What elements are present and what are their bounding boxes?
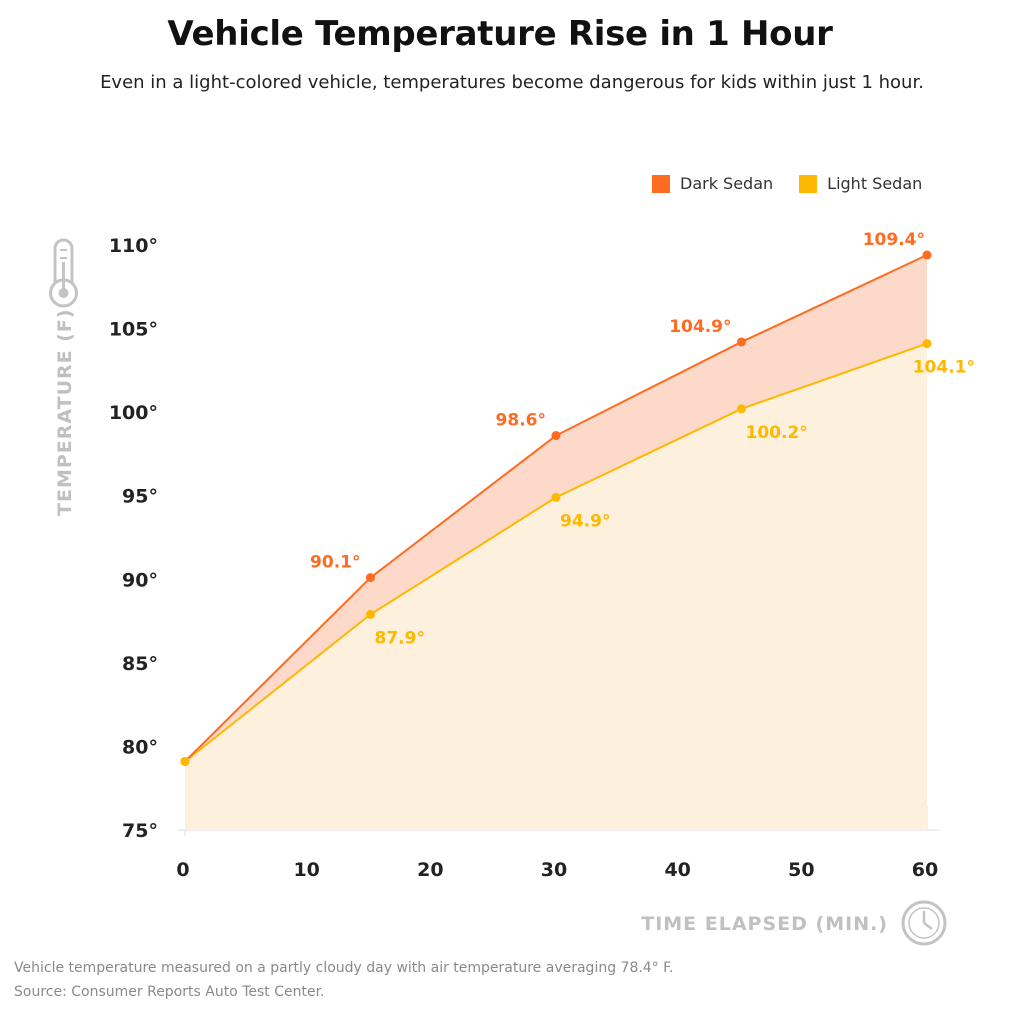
data-label-light-sedan: 87.9°	[375, 628, 425, 648]
thermometer-icon	[49, 238, 78, 308]
data-label-dark-sedan: 98.6°	[496, 411, 546, 431]
data-labels: 90.1° 98.6° 104.9° 109.4° 87.9° 94.9° 100.2° 10…	[310, 230, 975, 648]
footnote-source: Source: Consumer Reports Auto Test Cente…	[14, 984, 325, 1000]
y-ticks: 75° 80° 85° 90° 95° 100° 105° 110°	[109, 235, 158, 842]
y-tick-label: 100°	[109, 402, 158, 424]
legend-swatch-dark	[652, 174, 670, 193]
x-ticks: 0 10 20 30 40 50 60	[176, 859, 938, 881]
point-light-sedan	[922, 339, 932, 349]
point-light-sedan	[180, 756, 190, 766]
y-tick-label: 90°	[122, 569, 158, 591]
x-tick-label: 60	[912, 859, 938, 881]
legend-item-light-sedan: Light Sedan	[799, 174, 922, 193]
data-label-light-sedan: 94.9°	[560, 511, 610, 531]
data-label-dark-sedan: 104.9°	[669, 317, 731, 337]
y-tick-label: 85°	[122, 653, 158, 675]
y-axis-title: TEMPERATURE (F)	[54, 308, 76, 516]
point-dark-sedan	[922, 250, 932, 260]
area-dark-sedan	[185, 255, 927, 762]
data-label-light-sedan: 100.2°	[746, 423, 808, 443]
y-tick-label: 110°	[109, 235, 158, 257]
series-points	[180, 250, 932, 766]
clock-icon	[901, 900, 947, 946]
x-tick-label: 20	[417, 859, 443, 881]
x-tick-label: 40	[664, 859, 690, 881]
data-label-dark-sedan: 109.4°	[863, 230, 925, 250]
footnote-conditions: Vehicle temperature measured on a partly…	[14, 960, 674, 976]
point-light-sedan	[737, 404, 746, 414]
point-dark-sedan	[551, 431, 561, 441]
y-tick-label: 95°	[122, 486, 158, 508]
y-tick-label: 75°	[122, 820, 158, 842]
x-tick-label: 0	[176, 859, 189, 881]
point-dark-sedan	[737, 337, 746, 347]
area-light-sedan	[185, 343, 927, 830]
legend-swatch-light	[799, 174, 818, 193]
x-tick-label: 50	[788, 859, 814, 881]
data-label-light-sedan: 104.1°	[913, 358, 975, 378]
y-tick-label: 105°	[109, 319, 158, 341]
point-light-sedan	[551, 492, 561, 502]
data-label-dark-sedan: 90.1°	[310, 553, 360, 573]
chart-subtitle: Even in a light-colored vehicle, tempera…	[100, 72, 924, 93]
point-light-sedan	[366, 609, 375, 619]
chart-title: Vehicle Temperature Rise in 1 Hour	[167, 14, 833, 54]
legend-label-dark: Dark Sedan	[680, 174, 774, 193]
point-dark-sedan	[366, 573, 375, 583]
legend-label-light: Light Sedan	[827, 174, 923, 193]
x-tick-label: 30	[541, 859, 567, 881]
y-tick-label: 80°	[122, 736, 158, 758]
x-tick-label: 10	[293, 859, 319, 881]
legend-item-dark-sedan: Dark Sedan	[652, 174, 773, 193]
legend: Dark Sedan Light Sedan	[652, 174, 922, 193]
series-areas	[185, 255, 927, 830]
x-axis-title: TIME ELAPSED (MIN.)	[641, 913, 888, 935]
